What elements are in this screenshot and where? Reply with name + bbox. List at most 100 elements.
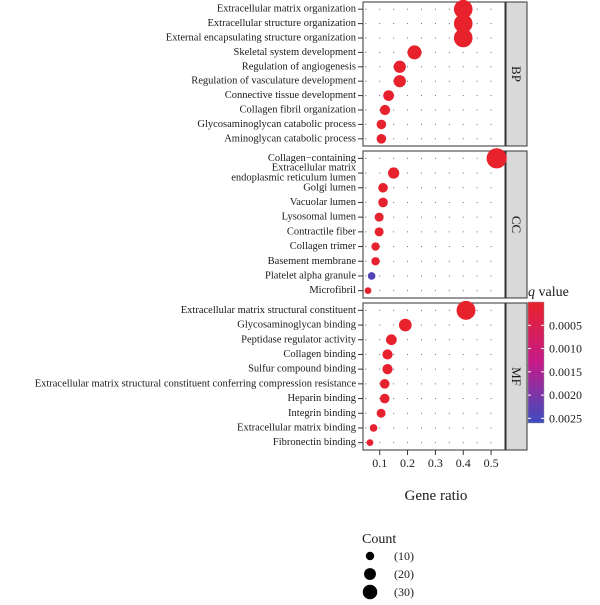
- data-point-extracellular-matrix-organization: [453, 0, 473, 19]
- q-value-legend-title: q value: [528, 285, 569, 300]
- grid-dot: [365, 51, 367, 53]
- grid-dot: [379, 368, 381, 370]
- grid-dot: [462, 412, 464, 414]
- grid-dot: [407, 353, 409, 355]
- x-tick-label: 0.5: [484, 456, 499, 470]
- count-legend-label: (20): [394, 567, 414, 581]
- grid-dot: [365, 23, 367, 25]
- grid-dot: [434, 216, 436, 218]
- grid-dot: [448, 201, 450, 203]
- grid-dot: [490, 324, 492, 326]
- grid-dot: [462, 353, 464, 355]
- grid-dot: [490, 398, 492, 400]
- grid-dot: [407, 95, 409, 97]
- facet-strip-label: MF: [509, 367, 524, 386]
- grid-dot: [490, 427, 492, 429]
- grid-dot: [420, 8, 422, 10]
- grid-dot: [407, 398, 409, 400]
- grid-dot: [490, 339, 492, 341]
- grid-dot: [379, 275, 381, 277]
- grid-dot: [434, 51, 436, 53]
- grid-dot: [407, 216, 409, 218]
- term-label: Collagen binding: [283, 349, 356, 360]
- grid-dot: [434, 138, 436, 140]
- term-label: External encapsulating structure organiz…: [166, 33, 357, 44]
- grid-dot: [407, 275, 409, 277]
- grid-dot: [379, 324, 381, 326]
- grid-dot: [434, 109, 436, 111]
- grid-dot: [476, 412, 478, 414]
- colorbar-tick-label: 0.0020: [549, 388, 582, 402]
- grid-dot: [448, 309, 450, 311]
- grid-dot: [462, 398, 464, 400]
- grid-dot: [476, 442, 478, 444]
- grid-dot: [434, 80, 436, 82]
- data-point-collagen-containing: [486, 148, 507, 169]
- grid-dot: [462, 290, 464, 292]
- grid-dot: [448, 339, 450, 341]
- term-label: Fibronectin binding: [273, 437, 357, 448]
- grid-dot: [420, 427, 422, 429]
- grid-dot: [490, 51, 492, 53]
- grid-dot: [448, 172, 450, 174]
- term-label: Sulfur compound binding: [248, 364, 357, 375]
- facet-strip: [505, 1, 528, 147]
- grid-dot: [490, 138, 492, 140]
- grid-dot: [462, 383, 464, 385]
- grid-dot: [420, 80, 422, 82]
- grid-dot: [476, 324, 478, 326]
- term-label: Vacuolar lumen: [290, 197, 357, 208]
- grid-dot: [393, 246, 395, 248]
- grid-dot: [379, 37, 381, 39]
- grid-dot: [490, 216, 492, 218]
- grid-dot: [407, 412, 409, 414]
- grid-dot: [462, 201, 464, 203]
- panel-frame: [362, 302, 506, 451]
- grid-dot: [434, 368, 436, 370]
- grid-dot: [434, 123, 436, 125]
- grid-dot: [462, 138, 464, 140]
- grid-dot: [393, 37, 395, 39]
- grid-dot: [407, 8, 409, 10]
- grid-dot: [393, 216, 395, 218]
- grid-dot: [476, 37, 478, 39]
- grid-dot: [476, 290, 478, 292]
- grid-dot: [462, 187, 464, 189]
- grid-dot: [490, 109, 492, 111]
- grid-dot: [365, 8, 367, 10]
- data-point-skeletal-system-development: [407, 45, 422, 60]
- term-label: Skeletal system development: [234, 47, 357, 58]
- grid-dot: [462, 260, 464, 262]
- data-point-connective-tissue-development: [383, 90, 394, 101]
- facet-mf: MF Extracellular matrix structural consti…: [35, 300, 528, 451]
- term-label: Microfibril: [309, 285, 356, 296]
- colorbar-tick-label: 0.0010: [549, 342, 582, 356]
- grid-dot: [448, 157, 450, 159]
- grid-dot: [434, 66, 436, 68]
- grid-dot: [393, 412, 395, 414]
- grid-dot: [490, 290, 492, 292]
- grid-dot: [379, 353, 381, 355]
- grid-dot: [365, 109, 367, 111]
- grid-dot: [379, 290, 381, 292]
- grid-dot: [420, 123, 422, 125]
- grid-dot: [393, 187, 395, 189]
- grid-dot: [420, 246, 422, 248]
- data-point-fibronectin-binding: [366, 439, 374, 447]
- grid-dot: [448, 353, 450, 355]
- grid-dot: [462, 172, 464, 174]
- grid-dot: [462, 80, 464, 82]
- grid-dot: [365, 260, 367, 262]
- grid-dot: [365, 275, 367, 277]
- grid-dot: [448, 109, 450, 111]
- grid-dot: [365, 412, 367, 414]
- grid-dot: [407, 157, 409, 159]
- grid-dot: [365, 383, 367, 385]
- data-point-glycosaminoglycan-binding: [398, 318, 412, 332]
- grid-dot: [448, 138, 450, 140]
- grid-dot: [448, 231, 450, 233]
- grid-dot: [490, 172, 492, 174]
- grid-dot: [379, 66, 381, 68]
- grid-dot: [476, 383, 478, 385]
- grid-dot: [434, 427, 436, 429]
